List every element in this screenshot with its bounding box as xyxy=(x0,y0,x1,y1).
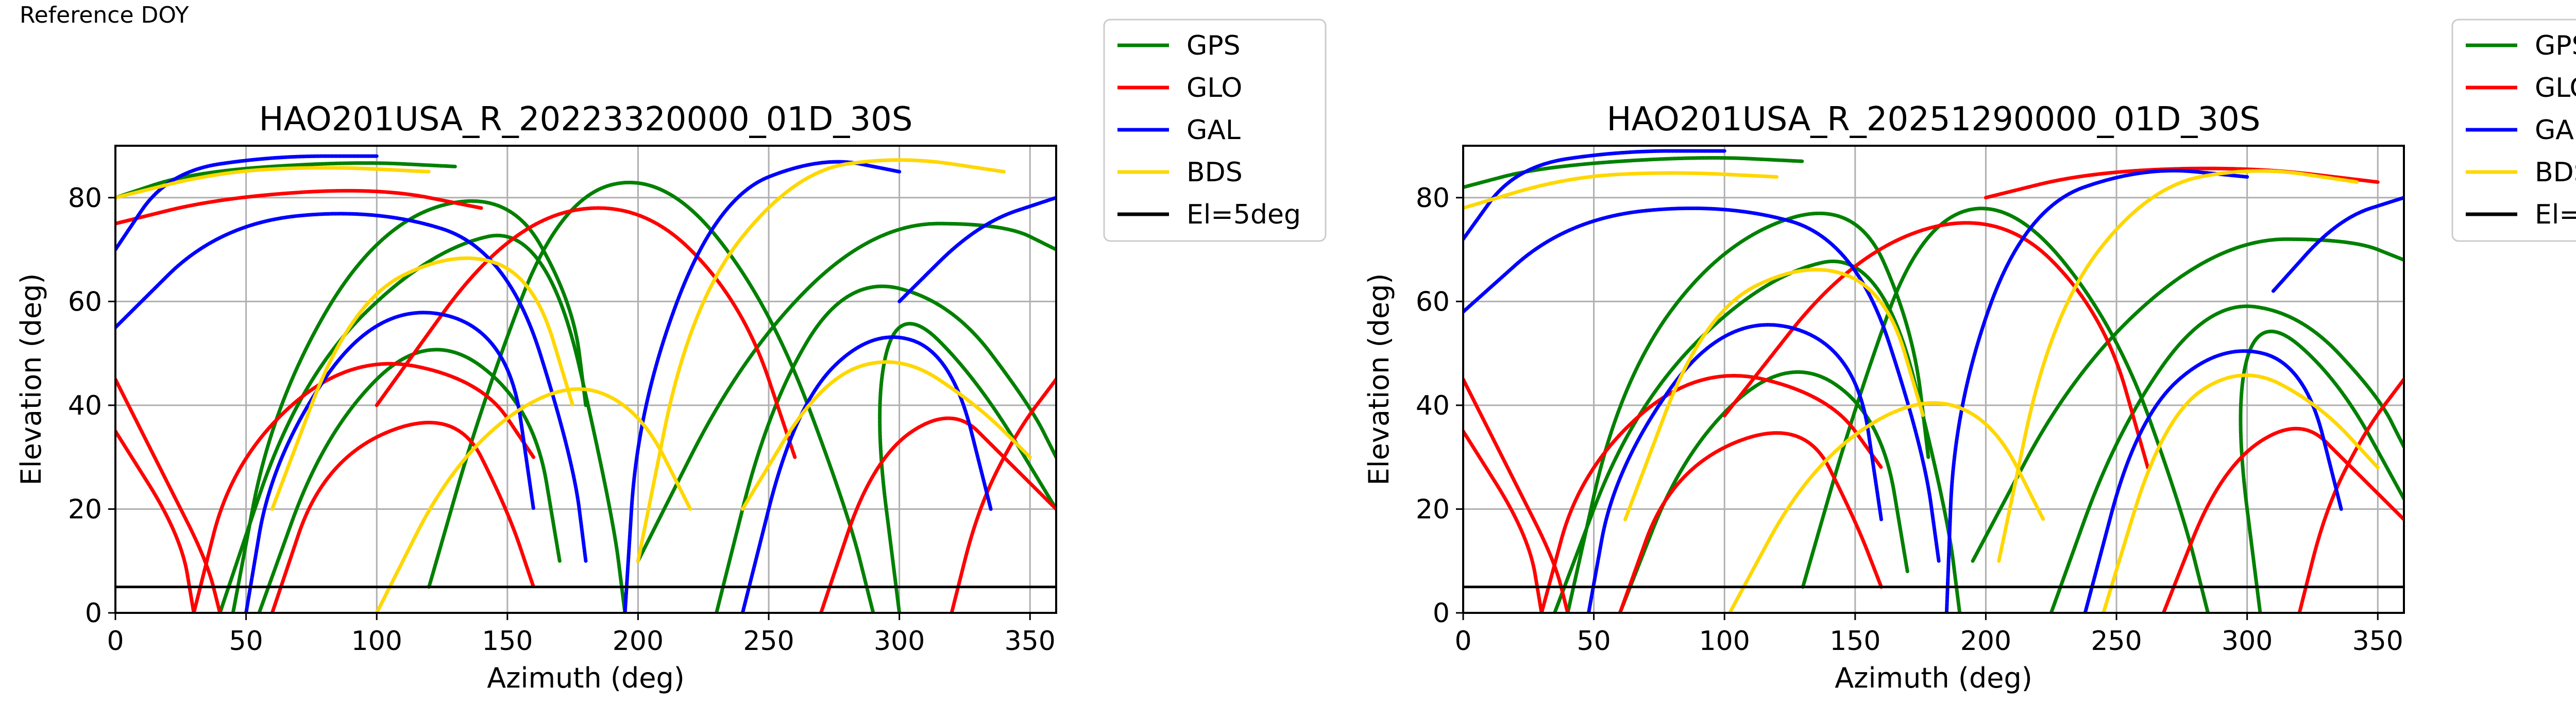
y-tick-label: 0 xyxy=(85,598,102,629)
data-layer xyxy=(1463,149,2404,613)
track-gps xyxy=(1801,207,2210,613)
x-tick-label: 0 xyxy=(107,626,124,657)
track-gal xyxy=(1944,168,2249,613)
track-glo xyxy=(1618,431,1884,613)
x-tick-label: 350 xyxy=(1005,626,1056,657)
track-gal xyxy=(1463,149,1726,241)
track-glo xyxy=(1722,221,2150,470)
x-tick-label: 200 xyxy=(613,626,664,657)
track-glo xyxy=(1539,374,1884,613)
legend-label: GAL xyxy=(2535,115,2576,146)
y-tick-label: 80 xyxy=(1416,183,1450,214)
legend-box xyxy=(1103,19,1327,242)
track-glo xyxy=(2161,426,2404,613)
chart-panel-left: 0 50 100 150 200 250 300 350 0 20 40 60 80 Azimuth (d… xyxy=(15,19,1327,694)
track-gps xyxy=(2239,330,2404,613)
chart-panel-right: 0 50 100 150 200 250 300 350 0 20 40 60 80 Azimuth (d… xyxy=(1363,19,2576,694)
track-gal xyxy=(2083,349,2343,613)
x-tick-label: 50 xyxy=(229,626,263,657)
track-bds xyxy=(1463,171,1779,210)
x-tick-label: 50 xyxy=(1577,626,1611,657)
x-tick-label: 150 xyxy=(1829,626,1880,657)
legend-label: GPS xyxy=(2535,30,2576,61)
track-gps xyxy=(427,180,875,613)
x-tick-label: 250 xyxy=(743,626,794,657)
track-glo xyxy=(115,188,483,226)
chart-title: HAO201USA_R_20251290000_01D_30S xyxy=(1607,100,2261,139)
track-bds xyxy=(115,166,431,200)
track-bds xyxy=(2102,373,2380,613)
track-gps xyxy=(1463,156,1805,190)
x-tick-label: 200 xyxy=(1960,626,2011,657)
track-gal xyxy=(115,154,379,252)
x-tick-label: 150 xyxy=(482,626,533,657)
track-gal xyxy=(2271,196,2404,293)
plot-frame xyxy=(1462,145,2405,614)
track-gps xyxy=(115,161,457,200)
track-gps xyxy=(257,348,562,613)
x-axis-title: Azimuth (deg) xyxy=(1835,662,2032,694)
x-tick-label: 300 xyxy=(874,626,925,657)
legend-label: GPS xyxy=(1187,30,1241,61)
track-glo xyxy=(1463,429,1544,613)
legend-label: BDS xyxy=(2535,157,2576,188)
track-gal xyxy=(1586,323,1884,613)
x-tick-label: 300 xyxy=(2222,626,2273,657)
y-axis-title: Elevation (deg) xyxy=(1363,273,1395,486)
chart-title: HAO201USA_R_20223320000_01D_30S xyxy=(259,100,913,139)
data-layer xyxy=(115,154,1056,613)
x-tick-label: 100 xyxy=(351,626,402,657)
y-tick-label: 40 xyxy=(1416,390,1450,421)
track-gps xyxy=(1566,211,1930,613)
plot-frame xyxy=(114,145,1057,614)
x-tick-label: 250 xyxy=(2091,626,2142,657)
track-bds xyxy=(636,158,1006,563)
y-tick-label: 20 xyxy=(1416,494,1450,525)
x-tick-label: 0 xyxy=(1454,626,1471,657)
y-tick-label: 20 xyxy=(68,494,102,525)
track-bds xyxy=(1623,268,1925,522)
track-gps xyxy=(218,233,627,613)
track-gps xyxy=(1618,370,1909,613)
legend-label: El=5deg xyxy=(2535,199,2576,230)
track-glo xyxy=(115,429,196,613)
track-bds xyxy=(375,387,692,613)
legend-label: GLO xyxy=(1187,73,1242,104)
track-gal xyxy=(623,160,902,613)
track-gal xyxy=(115,212,588,563)
track-glo xyxy=(819,416,1056,613)
y-tick-label: 80 xyxy=(68,183,102,214)
x-tick-label: 100 xyxy=(1699,626,1750,657)
track-glo xyxy=(270,421,536,613)
track-gal xyxy=(740,335,993,613)
y-tick-label: 60 xyxy=(1416,286,1450,317)
track-gal xyxy=(244,311,536,613)
legend-label: GLO xyxy=(2535,73,2576,104)
y-tick-label: 0 xyxy=(1433,598,1450,629)
legend-label: BDS xyxy=(1187,157,1243,188)
track-glo xyxy=(375,206,797,459)
track-gal xyxy=(897,196,1056,303)
track-glo xyxy=(192,362,536,613)
track-gal xyxy=(1463,206,1941,563)
track-gps xyxy=(636,221,1056,563)
legend-label: El=5deg xyxy=(1187,199,1301,230)
figure-label: Reference DOY xyxy=(20,2,189,28)
x-axis-title: Azimuth (deg) xyxy=(487,662,685,694)
track-glo xyxy=(950,378,1056,613)
track-bds xyxy=(270,256,575,511)
legend-label: GAL xyxy=(1187,115,1241,146)
track-glo xyxy=(2297,378,2404,613)
track-gps xyxy=(2049,304,2404,613)
x-tick-label: 350 xyxy=(2352,626,2403,657)
y-tick-label: 60 xyxy=(68,286,102,317)
track-bds xyxy=(1727,401,2045,613)
y-tick-label: 40 xyxy=(68,390,102,421)
track-bds xyxy=(740,360,1032,511)
y-axis-title: Elevation (deg) xyxy=(15,273,47,486)
